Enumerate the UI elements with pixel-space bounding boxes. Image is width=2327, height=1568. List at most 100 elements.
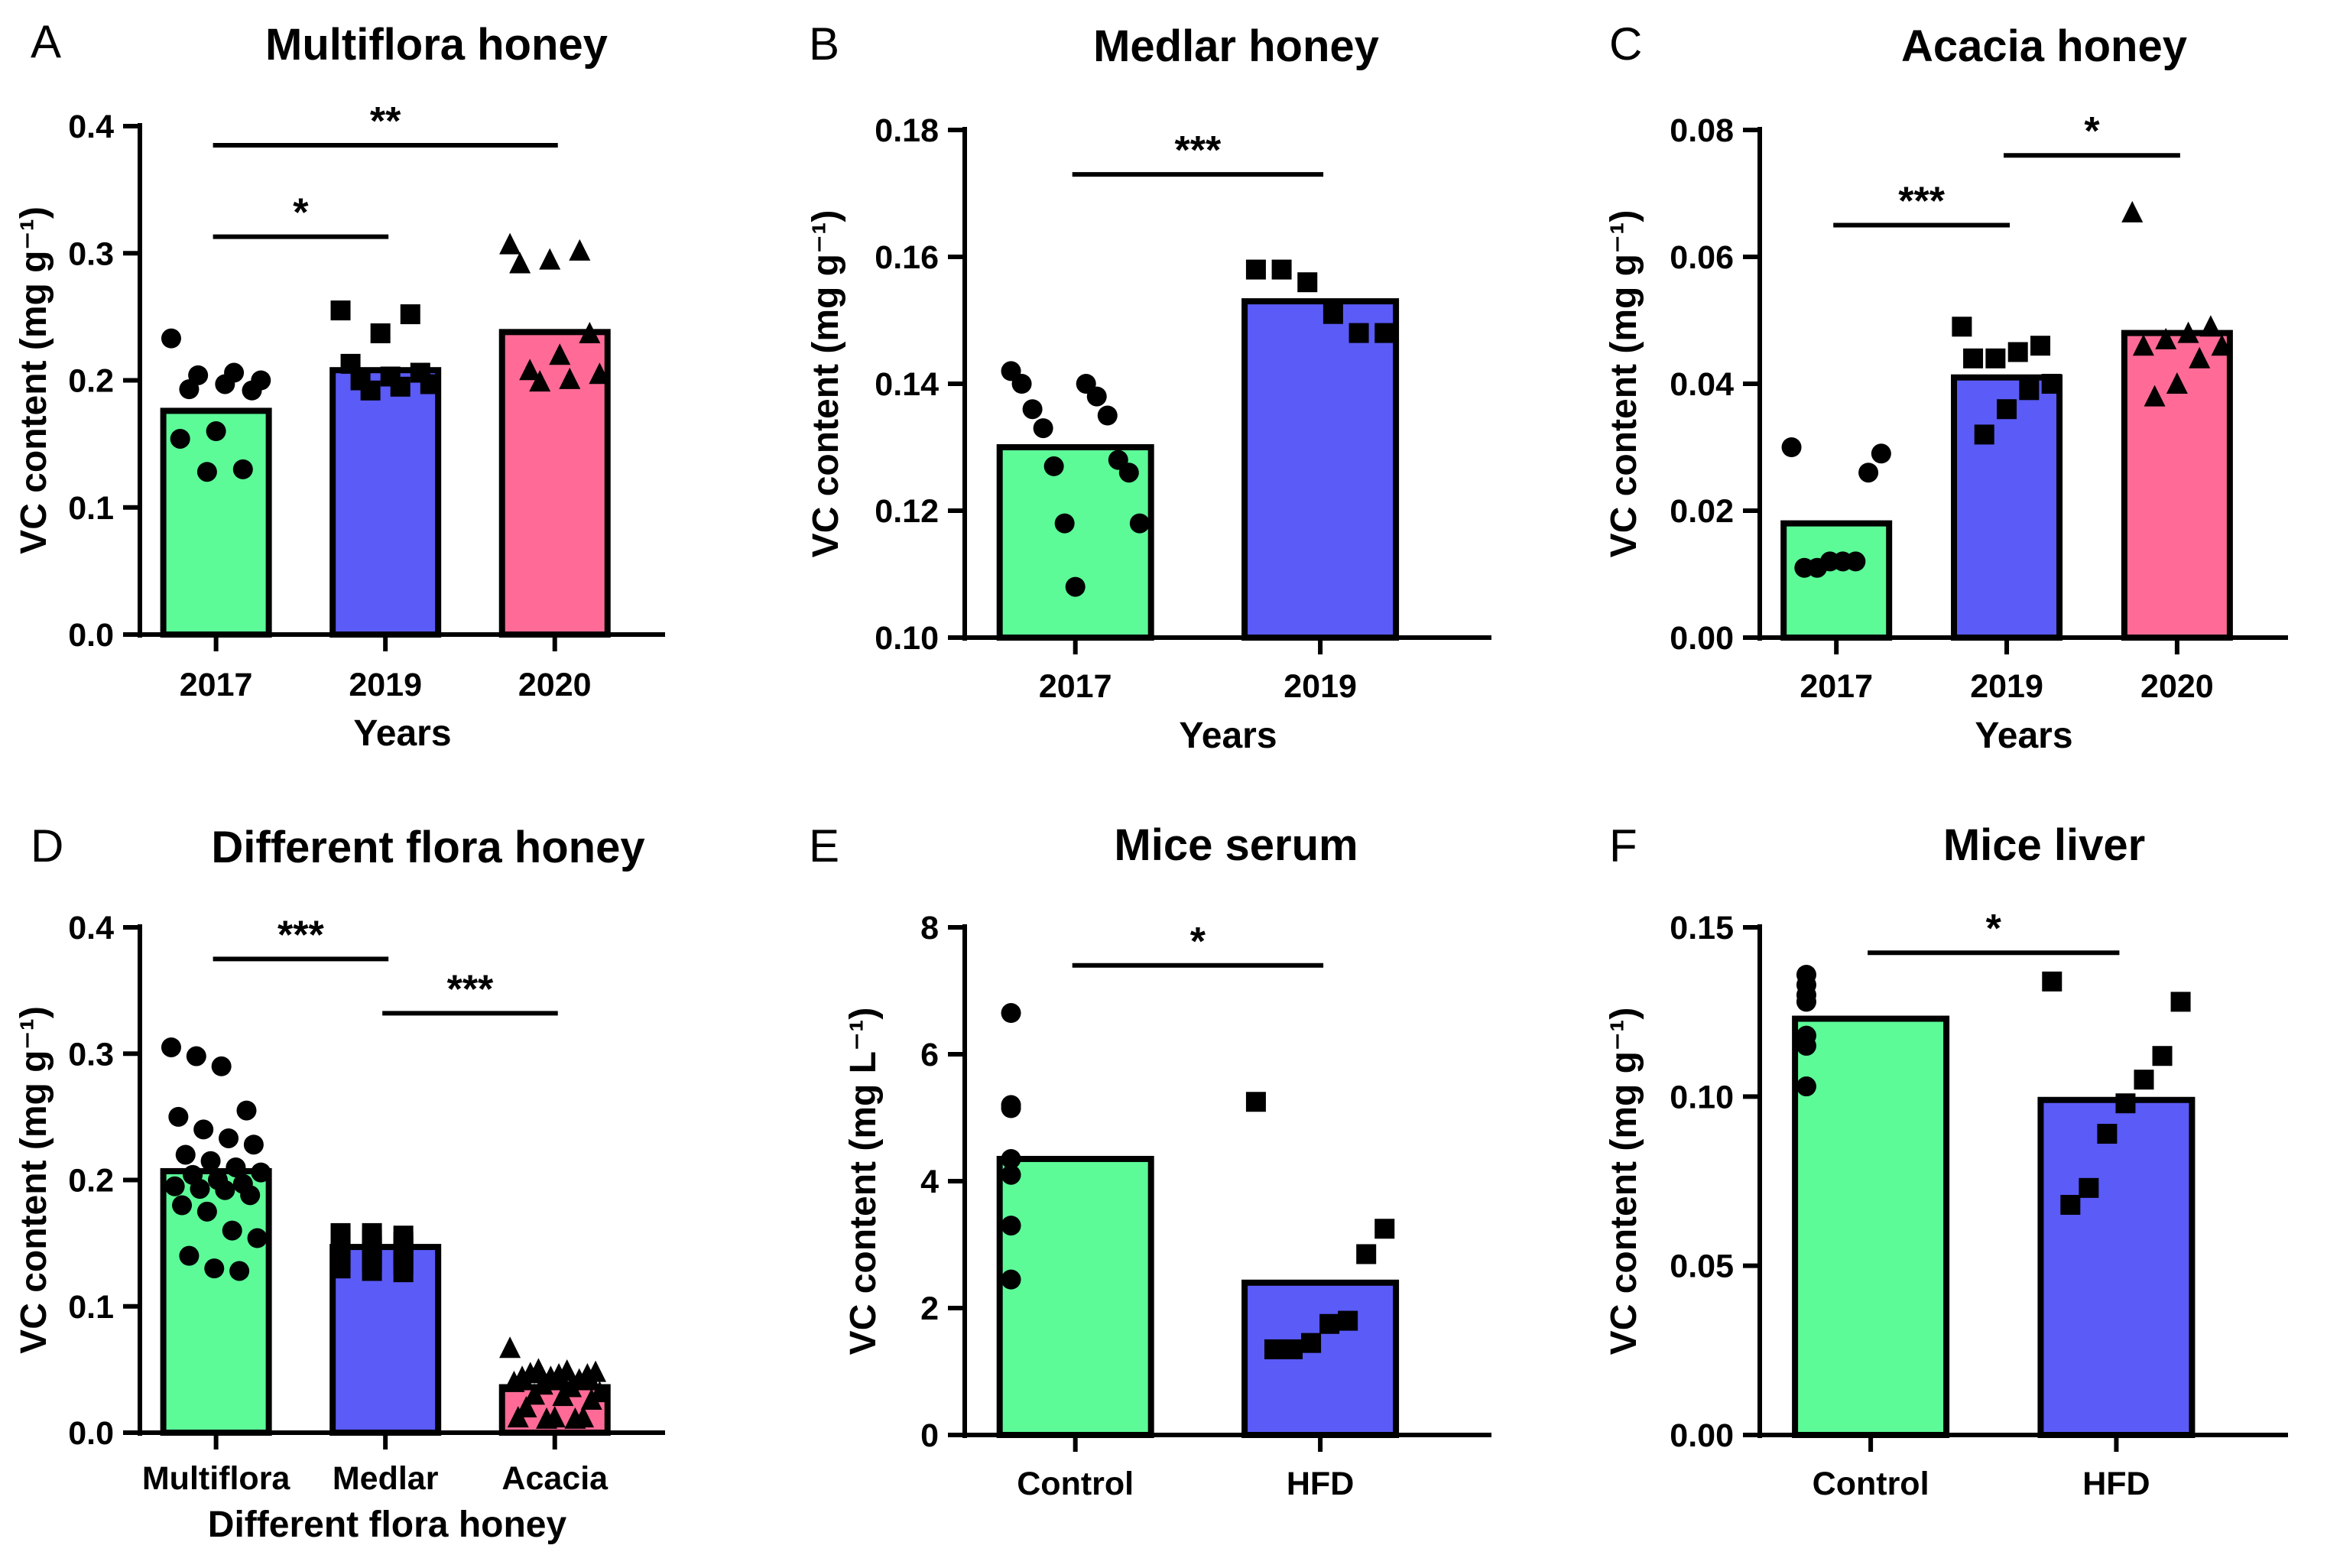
y-tick-label: 8 [920, 910, 939, 946]
bar-2019 [329, 367, 442, 638]
data-point [1264, 1339, 1284, 1359]
data-point [226, 1157, 246, 1177]
data-point [2042, 971, 2062, 992]
bar-2017 [1780, 520, 1893, 641]
x-tick-label: 2019 [349, 667, 422, 703]
y-axis-title: VC content (mg L⁻¹) [843, 1008, 884, 1355]
panel-title: Multiflora honey [265, 20, 608, 70]
data-point [222, 1220, 242, 1241]
panel-a: A Multiflora honey 0.0 0.1 0.2 0.3 0.4 2017 2019… [14, 16, 665, 754]
data-point [1985, 348, 2006, 368]
data-point [400, 304, 420, 325]
data-point [215, 1180, 235, 1200]
data-point [1796, 992, 1816, 1012]
data-point [229, 1261, 250, 1281]
data-point [1319, 1313, 1340, 1334]
x-tick-label: 2020 [518, 667, 592, 703]
data-point [2115, 1093, 2136, 1114]
data-point [1086, 386, 1107, 407]
data-point [2041, 374, 2062, 394]
data-point [204, 1258, 225, 1279]
y-tick-label: 0.16 [875, 239, 939, 276]
panel-b: B Medlar honey 0.10 0.12 0.14 0.16 0.18 2017 201… [806, 18, 1491, 756]
significance-label: *** [1175, 128, 1222, 173]
data-point [2166, 372, 2188, 394]
data-point [2199, 315, 2222, 337]
y-axis-title: VC content (mg g⁻¹) [1604, 1008, 1644, 1355]
y-tick-label: 0.2 [68, 363, 114, 400]
data-point [1097, 405, 1118, 426]
data-point [362, 1261, 382, 1281]
data-point [2134, 1070, 2154, 1090]
data-point [242, 380, 262, 401]
data-point [211, 1056, 232, 1076]
data-point [196, 1201, 217, 1222]
data-point [536, 1407, 558, 1429]
bar-2019 [1951, 374, 2063, 641]
data-point [499, 1336, 521, 1359]
data-point [164, 1176, 185, 1196]
y-tick-label: 0.14 [875, 366, 939, 403]
data-point [200, 1151, 221, 1171]
y-tick-label: 0.06 [1670, 239, 1734, 276]
panel-letter: E [809, 820, 839, 872]
x-axis-title: Years [1975, 716, 2072, 756]
data-point [1374, 1219, 1395, 1239]
significance-label: ** [370, 99, 401, 144]
y-tick-label: 4 [920, 1164, 939, 1200]
data-point [1283, 1339, 1303, 1359]
data-point [1001, 1269, 1021, 1290]
data-point [1794, 557, 1815, 578]
data-point [2177, 321, 2199, 343]
data-point [161, 1037, 181, 1057]
y-tick-label: 2 [920, 1290, 939, 1327]
y-tick-label: 0.00 [1670, 620, 1734, 657]
x-tick-label: 2017 [1039, 668, 1112, 705]
data-point [179, 379, 200, 400]
x-tick-label: 2017 [180, 667, 253, 703]
x-tick-label: Medlar [333, 1460, 439, 1497]
significance-label: *** [1898, 180, 1945, 224]
data-point [2155, 327, 2177, 349]
data-point [2121, 200, 2144, 222]
panel-title: Mice liver [1943, 820, 2145, 870]
panel-d: D Different flora honey 0.0 0.1 0.2 0.3 0.4 Mul… [14, 820, 665, 1545]
data-point [193, 1119, 214, 1140]
data-point [519, 359, 541, 381]
data-point [236, 1100, 257, 1121]
data-point [2097, 1124, 2118, 1144]
data-point [175, 1144, 196, 1165]
y-axis-title: VC content (mg g⁻¹) [14, 1006, 54, 1354]
y-tick-label: 0.02 [1670, 493, 1734, 530]
x-tick-label: Acacia [501, 1460, 609, 1497]
y-tick-label: 0.2 [68, 1163, 114, 1200]
x-tick-label: 2019 [1970, 668, 2043, 705]
data-point [1065, 576, 1086, 597]
data-point [1301, 1333, 1322, 1353]
y-tick-label: 0.4 [68, 109, 114, 145]
data-point [2132, 334, 2154, 356]
data-point [2152, 1046, 2173, 1066]
y-tick-label: 0.0 [68, 1415, 114, 1452]
y-tick-label: 0.00 [1670, 1417, 1734, 1454]
data-point [2144, 385, 2166, 407]
x-tick-label: Multiflora [142, 1460, 291, 1497]
data-point [552, 1385, 574, 1407]
data-point [390, 376, 411, 397]
data-point [1271, 259, 1292, 280]
data-point [219, 1128, 239, 1148]
data-point [215, 374, 235, 394]
data-point [529, 370, 551, 392]
data-point [1022, 399, 1043, 420]
data-point [420, 374, 440, 394]
x-axis-title: Different flora honey [208, 1505, 567, 1545]
data-point [243, 1135, 264, 1155]
data-point [509, 252, 531, 274]
data-point [2170, 992, 2191, 1012]
data-point [1001, 1148, 1021, 1169]
data-point [1858, 463, 1879, 483]
significance-label: * [293, 191, 309, 235]
data-point [539, 248, 561, 270]
data-point [1001, 1003, 1021, 1024]
